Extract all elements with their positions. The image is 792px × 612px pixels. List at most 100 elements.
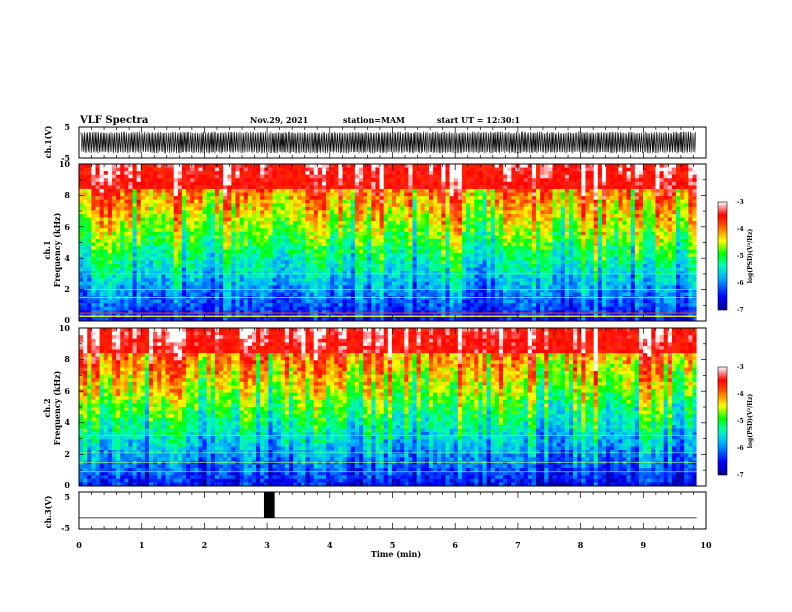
spectrogram-cell (103, 267, 109, 272)
spectrogram-cell (552, 274, 558, 279)
spectrogram-cell (194, 274, 199, 279)
spectrogram-cell (334, 260, 339, 265)
spectrogram-cell (169, 267, 175, 272)
spectrogram-cell (568, 263, 574, 268)
spectrogram-cell (87, 281, 92, 286)
spectrogram-cell (91, 281, 96, 286)
spectrogram-cell (692, 274, 697, 279)
spectrogram-cell (375, 256, 380, 261)
spectrogram-cell (334, 210, 339, 215)
spectrogram-cell (474, 203, 479, 208)
spectrogram-cell (396, 235, 401, 240)
spectrogram-cell (173, 249, 179, 254)
spectrogram-cell (231, 228, 236, 233)
spectrogram-cell (441, 199, 446, 204)
spectrogram-cell (482, 221, 488, 226)
spectrogram-cell (223, 271, 228, 276)
spectrogram-cell (601, 242, 607, 247)
spectrogram-cell (433, 224, 438, 229)
spectrogram-cell (507, 278, 512, 283)
spectrogram-cell (519, 199, 525, 204)
spectrogram-cell (453, 246, 459, 251)
spectrogram-cell (198, 260, 203, 265)
spectrogram-cell (531, 185, 537, 190)
spectrogram-cell (136, 278, 142, 283)
spectrogram-cell (507, 228, 512, 233)
spectrogram-cell (527, 238, 533, 243)
spectrogram-cell (412, 242, 418, 247)
spectrogram-cell (309, 188, 315, 193)
spectrogram-cell (268, 188, 273, 193)
spectrogram-cell (83, 278, 88, 283)
spectrogram-cell (177, 224, 183, 229)
spectrogram-cell (433, 267, 438, 272)
spectrogram-cell (474, 221, 479, 226)
spectrogram-cell (449, 253, 455, 258)
spectrogram-cell (358, 260, 364, 265)
spectrogram-cell (486, 178, 492, 183)
spectrogram-cell (630, 263, 636, 268)
spectrogram-cell (107, 174, 113, 179)
spectrogram-cell (124, 206, 129, 211)
spectrogram-cell (153, 178, 158, 183)
spectrogram-cell (507, 246, 512, 251)
spectrogram-cell (527, 260, 533, 265)
spectrogram-cell (301, 199, 306, 204)
spectrogram-cell (342, 203, 348, 208)
spectrogram-cell (503, 221, 508, 226)
spectrogram-cell (387, 242, 393, 247)
spectrogram-cell (589, 164, 595, 168)
spectrogram-cell (490, 263, 496, 268)
spectrogram-cell (527, 196, 533, 201)
spectrogram-cell (400, 267, 405, 272)
spectrogram-cell (153, 260, 158, 265)
spectrogram-cell (680, 221, 685, 226)
spectrogram-cell (647, 249, 652, 254)
spectrogram-cell (280, 221, 286, 226)
spectrogram-cell (622, 217, 627, 222)
spectrogram-cell (326, 231, 331, 236)
spectrogram-cell (597, 267, 603, 272)
spectrogram-cell (457, 192, 463, 197)
spectrogram-cell (667, 263, 673, 268)
spectrogram-cell (601, 224, 607, 229)
spectrogram-cell (87, 271, 92, 276)
spectrogram-cell (128, 210, 133, 215)
spectrogram-cell (523, 213, 529, 218)
spectrogram-cell (103, 213, 109, 218)
spectrogram-cell (330, 210, 335, 215)
spectrogram-cell (597, 235, 603, 240)
spectrogram-cell (622, 253, 627, 258)
spectrogram-cell (79, 263, 84, 268)
spectrogram-cell (622, 181, 627, 186)
spectrogram-cell (280, 246, 286, 251)
spectrogram-cell (560, 164, 566, 168)
spectrogram-cell (165, 260, 170, 265)
spectrogram-cell (309, 199, 315, 204)
spectrogram-cell (622, 260, 627, 265)
spectrogram-cell (626, 181, 632, 186)
spectrogram-cell (321, 188, 327, 193)
spectrogram-cell (663, 206, 669, 211)
spectrogram-cell (227, 263, 232, 268)
spectrogram-cell (667, 242, 673, 247)
spectrogram-cell (614, 228, 619, 233)
spectrogram-cell (663, 174, 669, 179)
spectrogram-cell (634, 242, 640, 247)
spectrogram-cell (527, 274, 533, 279)
spectrogram-cell (83, 181, 88, 186)
spectrogram-cell (511, 178, 516, 183)
spectrogram-cell (482, 224, 488, 229)
spectrogram-cell (519, 256, 525, 261)
spectrogram-cell (556, 221, 562, 226)
spectrogram-cell (606, 249, 611, 254)
spectrogram-cell (581, 235, 586, 240)
spectrogram-cell (210, 185, 216, 190)
spectrogram-cell (161, 263, 166, 268)
spectrogram-cell (396, 246, 401, 251)
spectrogram-cell (581, 278, 586, 283)
spectrogram-cell (231, 210, 236, 215)
spectrogram-cell (655, 203, 660, 208)
spectrogram-cell (461, 224, 467, 229)
spectrogram-cell (268, 210, 273, 215)
